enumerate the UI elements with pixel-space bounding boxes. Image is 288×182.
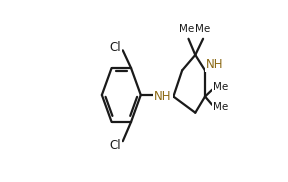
Text: Cl: Cl (110, 41, 121, 54)
Text: NH: NH (206, 58, 223, 71)
Text: Me: Me (213, 82, 228, 92)
Text: NH: NH (154, 90, 171, 103)
Text: Me: Me (179, 24, 195, 34)
Text: Cl: Cl (110, 139, 121, 152)
Text: Me: Me (196, 24, 211, 34)
Text: Me: Me (213, 102, 228, 112)
